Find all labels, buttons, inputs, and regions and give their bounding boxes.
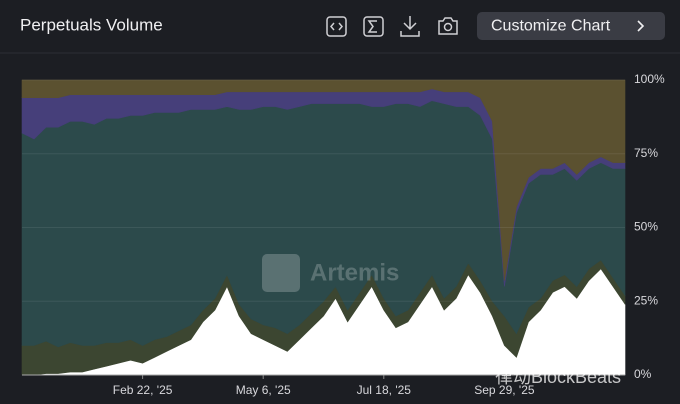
page-title: Perpetuals Volume: [20, 15, 163, 34]
camera-icon[interactable]: [438, 17, 458, 35]
chevron: [637, 20, 645, 32]
sum-glyph: [367, 20, 377, 33]
y-tick-label: 75%: [634, 146, 658, 160]
embed-glyph: [330, 22, 343, 31]
y-tick-label: 0%: [634, 367, 652, 381]
camera-lens: [443, 22, 453, 32]
customize-button[interactable]: [477, 12, 665, 40]
watermark: 律动BlockBeats: [495, 367, 621, 387]
x-tick-label: Feb 22, '25: [113, 383, 173, 397]
x-tick-label: Sep 29, '25: [474, 383, 535, 397]
embed-icon[interactable]: [326, 16, 347, 37]
x-tick-label: Jul 18, '25: [357, 383, 412, 397]
sum-icon[interactable]: [363, 16, 384, 37]
watermark-logo: [262, 254, 300, 292]
y-tick-label: 25%: [634, 293, 658, 307]
watermark: Artemis: [310, 259, 399, 286]
y-tick-label: 50%: [634, 220, 658, 234]
button-label: Customize Chart: [491, 18, 611, 35]
y-tick-label: 100%: [634, 72, 665, 86]
toolbar: [326, 16, 458, 37]
area: [21, 79, 626, 281]
download-icon[interactable]: [400, 16, 420, 37]
x-tick-label: May 6, '25: [236, 383, 291, 397]
